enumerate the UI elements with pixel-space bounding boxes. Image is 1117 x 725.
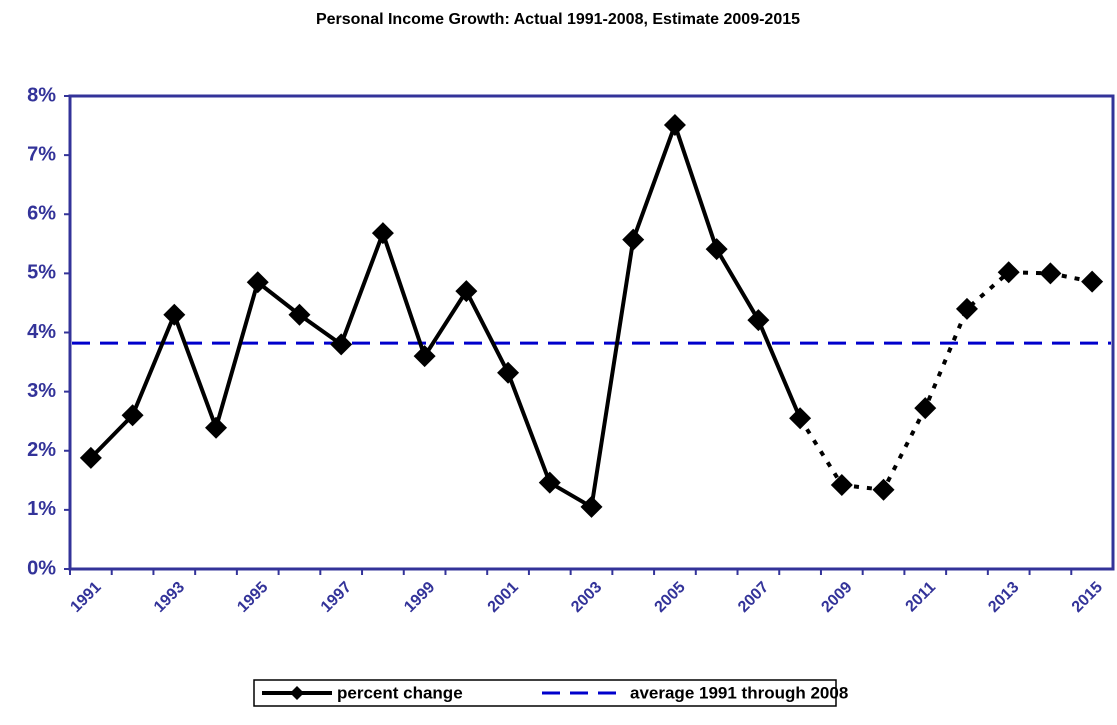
x-tick-label: 2003 [568, 579, 605, 616]
y-tick-label: 4% [27, 321, 56, 343]
data-point [413, 345, 436, 368]
data-point [747, 309, 770, 332]
y-tick-label: 1% [27, 498, 56, 520]
estimate-line [798, 270, 1093, 492]
data-point [705, 238, 728, 261]
data-point [455, 280, 478, 303]
x-tick-label: 1993 [151, 579, 188, 616]
x-tick-label: 1997 [318, 579, 355, 616]
x-tick-label: 2001 [485, 579, 522, 616]
x-tick-label: 1999 [401, 579, 438, 616]
data-point [497, 361, 520, 384]
data-point [622, 228, 645, 251]
x-tick-label: 2011 [903, 579, 940, 616]
actual-line [89, 118, 802, 511]
plot-frame [68, 94, 1115, 571]
data-point [1081, 270, 1104, 293]
y-tick-label: 2% [27, 439, 56, 461]
y-tick-label: 7% [27, 143, 56, 165]
legend-marker [290, 686, 304, 700]
data-point [121, 404, 144, 427]
x-tick-label: 2005 [652, 579, 689, 616]
x-tick-label: 2007 [735, 579, 772, 616]
data-point [371, 222, 394, 245]
y-tick-label: 6% [27, 203, 56, 225]
chart-title: Personal Income Growth: Actual 1991-2008… [316, 11, 800, 28]
y-tick-label: 8% [27, 84, 56, 106]
data-point [997, 261, 1020, 284]
data-point [163, 303, 186, 326]
legend-label: percent change [337, 683, 463, 702]
data-point [955, 297, 978, 320]
x-tick-label: 1995 [234, 579, 271, 616]
data-point [330, 333, 353, 356]
data-point [663, 113, 686, 136]
data-point [914, 397, 937, 420]
data-point [580, 495, 603, 518]
legend-label: average 1991 through 2008 [630, 683, 848, 702]
x-tick-label: 2009 [818, 579, 855, 616]
y-tick-label: 0% [27, 557, 56, 579]
data-point [872, 478, 895, 501]
data-point [1039, 262, 1062, 285]
data-point [830, 474, 853, 497]
data-point [538, 471, 561, 494]
x-tick-label: 2015 [1069, 579, 1106, 616]
data-point [79, 446, 102, 469]
data-point [288, 303, 311, 326]
y-tick-label: 3% [27, 380, 56, 402]
data-point [246, 271, 269, 294]
x-tick-label: 2013 [985, 579, 1022, 616]
x-tick-label: 1991 [67, 579, 104, 616]
data-point [205, 416, 228, 439]
y-tick-label: 5% [27, 262, 56, 284]
data-point [789, 407, 812, 430]
